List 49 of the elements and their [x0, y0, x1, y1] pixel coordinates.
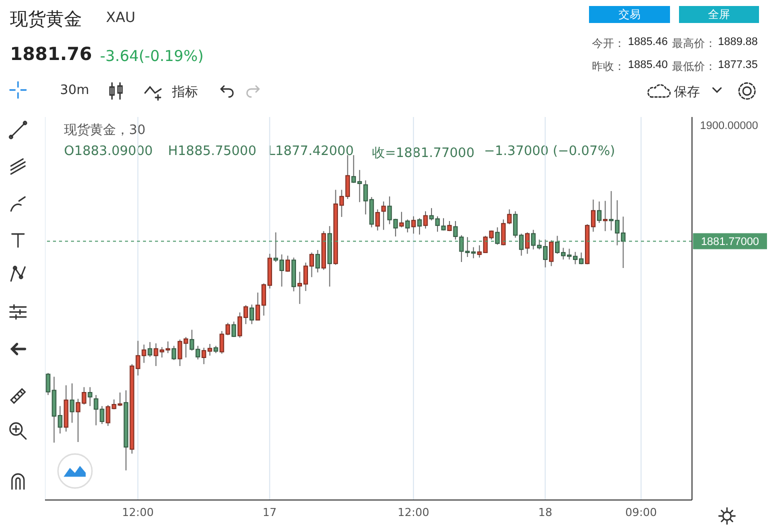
- text: 今开：: [592, 37, 625, 51]
- candlestick: [148, 342, 152, 358]
- candlestick: [381, 200, 386, 230]
- candlestick: [285, 255, 290, 272]
- candlestick: [70, 382, 74, 424]
- candlestick: [596, 200, 602, 224]
- text: 1877.35: [718, 59, 758, 71]
- candlestick: [411, 216, 416, 234]
- annotation: −1.37000 (−0.07%): [484, 144, 616, 159]
- x-tick-label: 18: [538, 506, 552, 519]
- chart-subtitle: XAU: [106, 10, 136, 26]
- candlestick: [417, 218, 422, 236]
- text: 30m: [60, 83, 90, 98]
- candlestick: [315, 250, 320, 273]
- text: 1885.46: [628, 36, 668, 48]
- candlestick: [88, 386, 92, 407]
- candlestick: [399, 211, 404, 228]
- annotation: H1885.75000: [168, 144, 256, 159]
- text: 1881.76: [10, 44, 92, 65]
- candlestick: [525, 232, 530, 254]
- text: 昨收：: [592, 60, 625, 74]
- x-tick-label: 17: [262, 506, 277, 519]
- text: 1889.88: [718, 36, 758, 48]
- text: 最低价：: [672, 60, 716, 74]
- text: 现货黄金，30: [64, 122, 146, 139]
- text: 1881.77000: [700, 236, 760, 248]
- annotation: 收=1881.77000: [372, 145, 474, 162]
- candlestick: [423, 210, 428, 230]
- text: 全屏: [679, 6, 759, 23]
- text: 最高价：: [672, 36, 716, 51]
- text: 保存: [674, 84, 700, 101]
- candlestick: [375, 208, 380, 231]
- text: -3.64(-0.19%): [100, 47, 204, 65]
- chart-title: 现货黄金: [10, 8, 82, 31]
- candlestick: [549, 240, 554, 267]
- candlestick: [232, 321, 236, 338]
- x-tick-label: 12:00: [122, 506, 154, 519]
- candlestick: [602, 200, 608, 232]
- text: 1900.00000: [700, 120, 758, 132]
- text: 交易: [589, 6, 670, 23]
- text: 指标: [172, 84, 198, 101]
- candlestick: [249, 304, 254, 325]
- x-tick-label: 09:00: [625, 506, 657, 519]
- annotation: O1883.09000: [64, 144, 153, 159]
- text: 1885.40: [628, 59, 668, 71]
- x-tick-label: 12:00: [398, 506, 430, 519]
- annotation: L1877.42000: [268, 144, 354, 159]
- candlestick: [405, 218, 410, 233]
- candlestick: [172, 345, 176, 361]
